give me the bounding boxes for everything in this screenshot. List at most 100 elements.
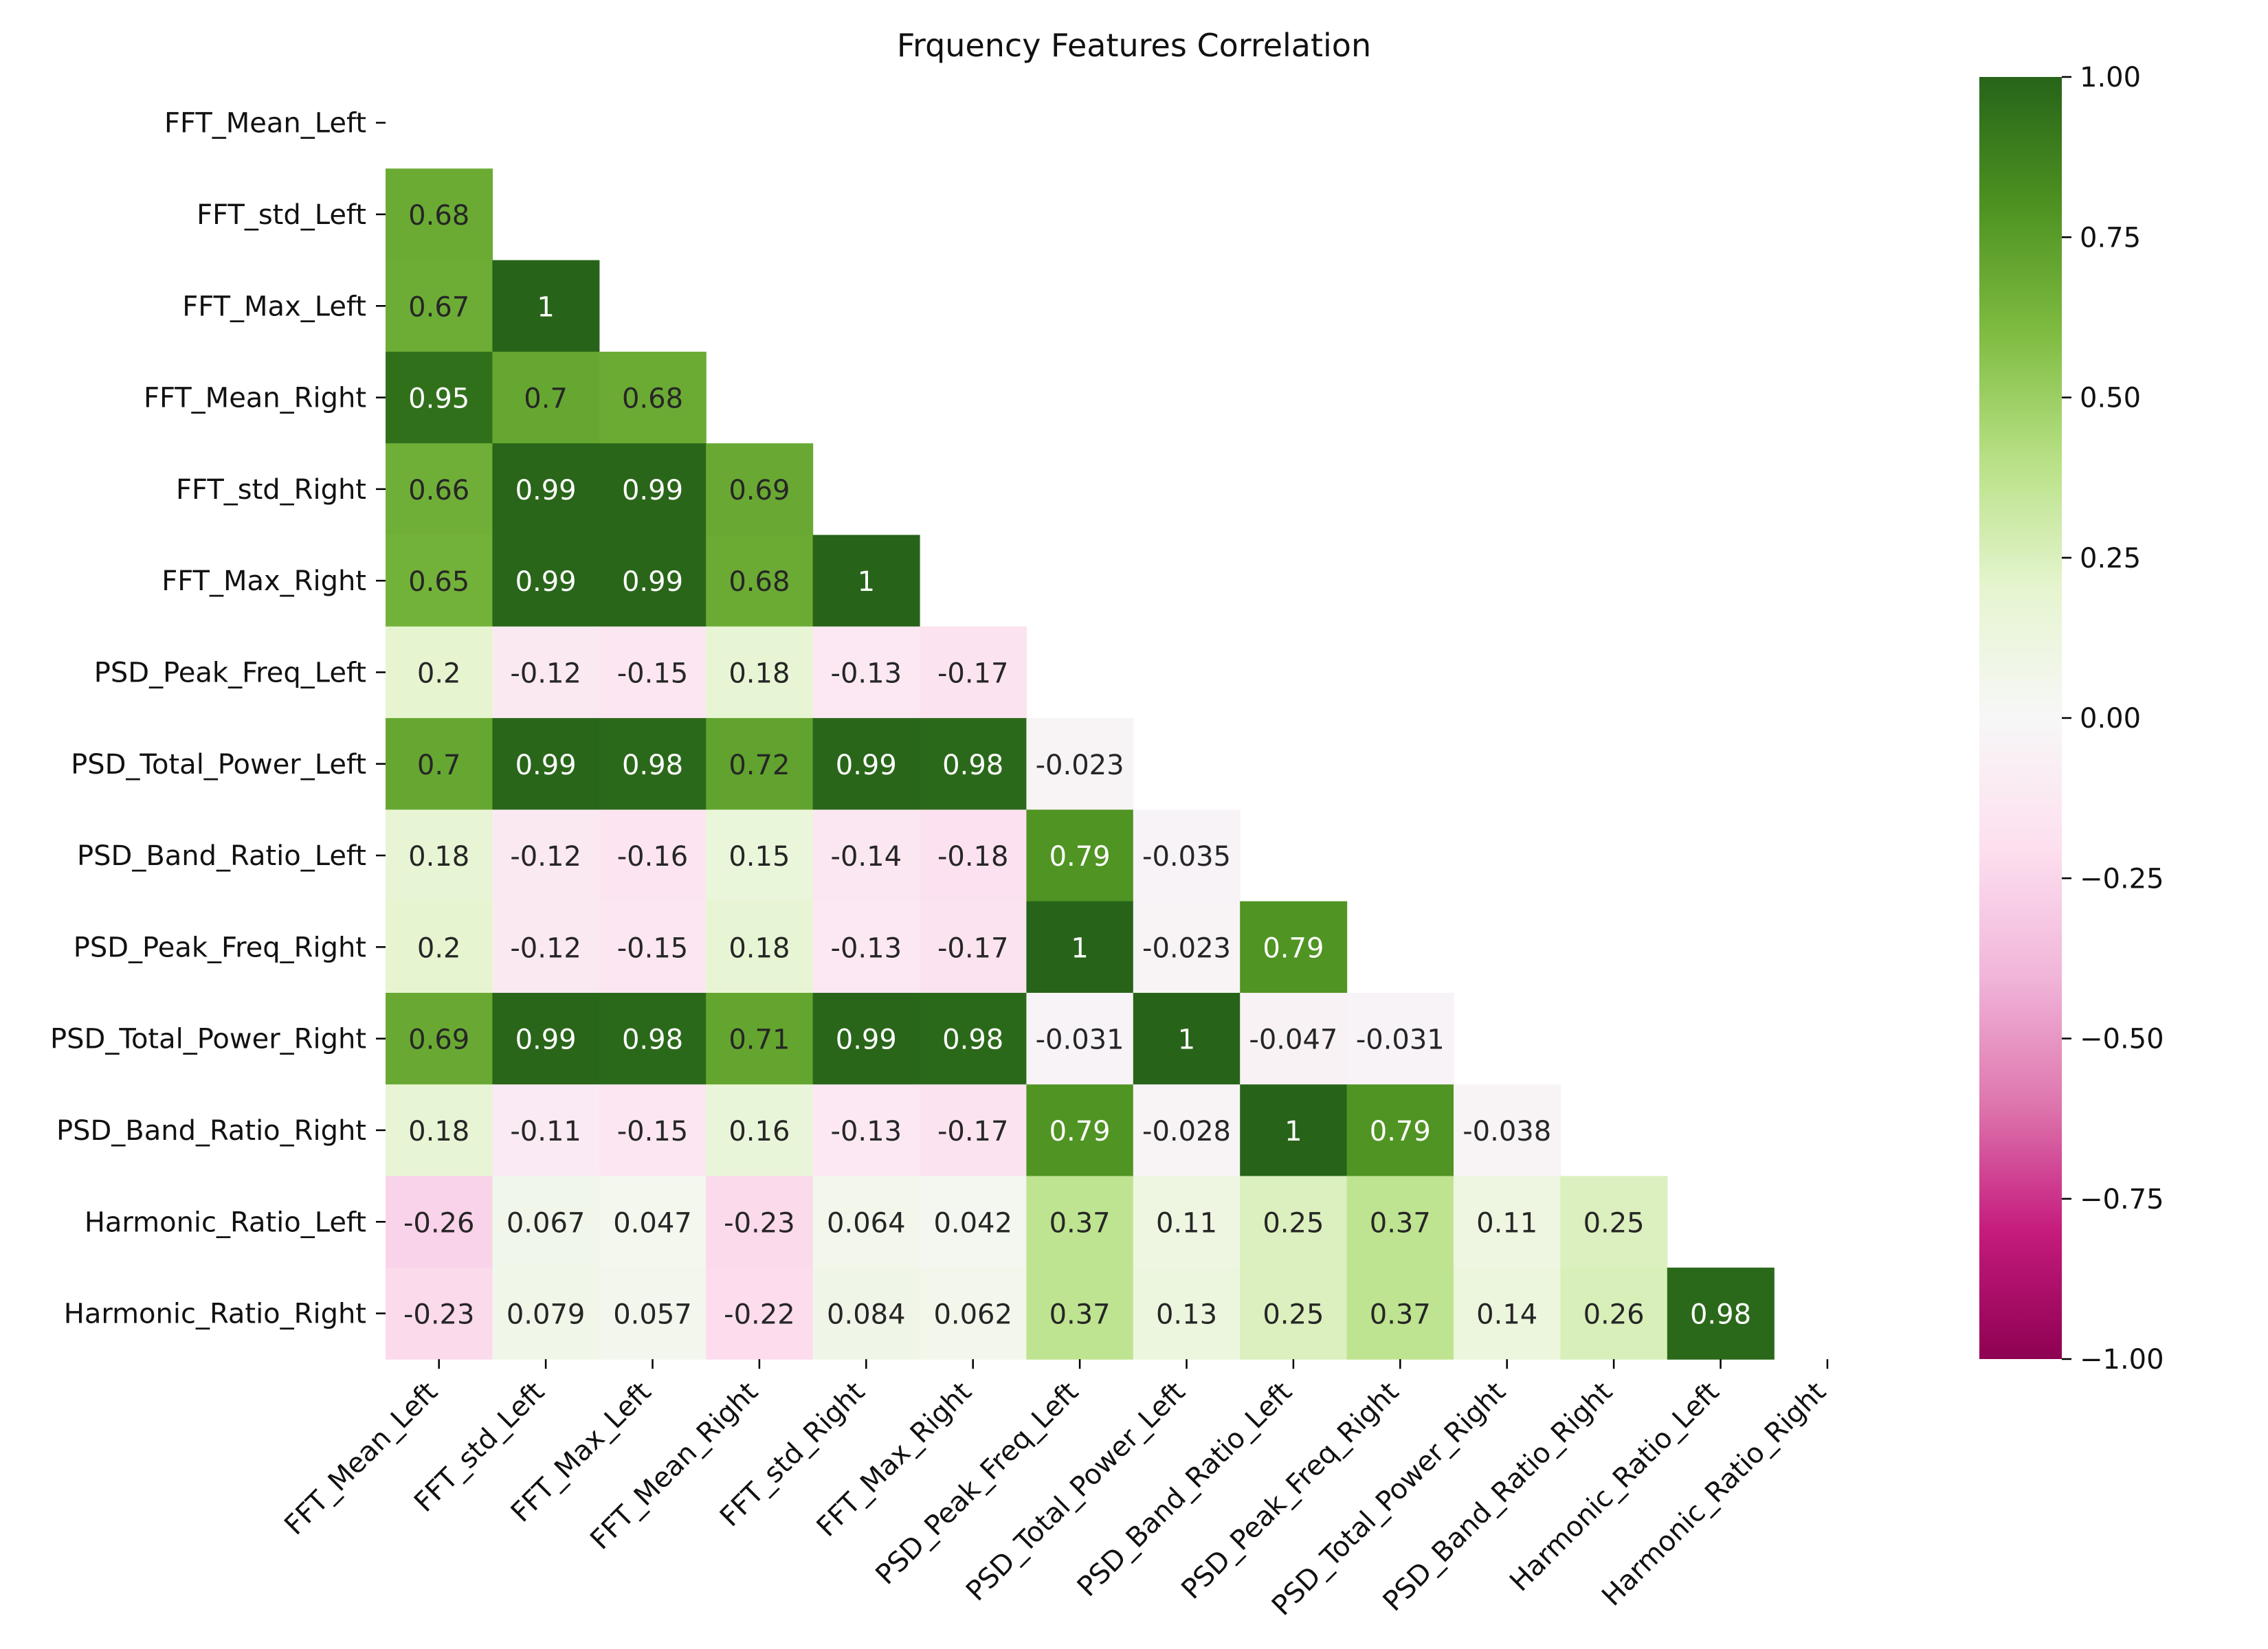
colorbar-tick-label: 0.50: [2080, 383, 2141, 414]
cell-value-label: 0.25: [1263, 1207, 1324, 1239]
cell-value-label: -0.22: [724, 1299, 795, 1331]
heatmap-cell: [599, 626, 707, 719]
heatmap-cell: [920, 626, 1027, 719]
cell-value-label: 0.98: [622, 750, 683, 781]
x-tick-label: PSD_Total_Power_Left: [960, 1376, 1192, 1608]
cell-value-label: 0.11: [1156, 1207, 1217, 1239]
cell-value-label: 0.65: [408, 566, 469, 598]
cell-value-label: 0.71: [729, 1024, 790, 1056]
heatmap-cell: [1454, 1176, 1561, 1268]
cell-value-label: 0.14: [1476, 1299, 1537, 1331]
heatmap-cell: [1133, 809, 1241, 902]
x-tick-label: PSD_Peak_Freq_Right: [1175, 1376, 1405, 1606]
heatmap-cell: [386, 351, 493, 444]
heatmap-cell: [812, 993, 920, 1085]
cell-value-label: -0.13: [831, 1116, 902, 1147]
cell-value-label: 0.18: [408, 841, 469, 873]
heatmap-cell: [599, 901, 707, 994]
colorbar: 1.00 0.75 0.50 0.25 0.00 −0.25 −0.50 −0.75 −1.00: [1979, 62, 2164, 1376]
heatmap-cell: [812, 718, 920, 810]
heatmap-cell: [1346, 1176, 1454, 1268]
heatmap-cell: [386, 809, 493, 902]
cell-value-label: -0.16: [617, 841, 689, 873]
cell-value-label: -0.031: [1356, 1024, 1445, 1056]
heatmap-cell: [706, 993, 814, 1085]
cell-value-label: 0.66: [408, 475, 469, 506]
y-tick-label: PSD_Band_Ratio_Left: [77, 840, 366, 872]
cell-value-label: 1: [537, 291, 554, 323]
cell-value-label: 0.95: [408, 383, 469, 415]
y-tick-label: FFT_Max_Left: [182, 291, 366, 322]
heatmap-cell: [706, 901, 814, 994]
cell-value-label: 0.37: [1370, 1299, 1431, 1331]
cell-value-label: -0.17: [937, 658, 1009, 689]
heatmap-cell: [492, 993, 600, 1085]
cell-value-label: 0.69: [729, 475, 790, 506]
heatmap-cell: [386, 1176, 493, 1268]
heatmap-cell: [386, 168, 493, 261]
heatmap-cell: [706, 626, 814, 719]
cell-value-label: 0.79: [1370, 1116, 1431, 1147]
heatmap-cell: [386, 626, 493, 719]
heatmap-cell: [1026, 718, 1134, 810]
cell-value-label: 0.68: [622, 383, 683, 415]
heatmap-cell: [812, 1176, 920, 1268]
heatmap-cell: [812, 1084, 920, 1177]
cell-value-label: 0.99: [515, 750, 577, 781]
heatmap-cell: [920, 718, 1027, 810]
cell-value-label: 0.2: [417, 658, 461, 689]
y-tick-label: FFT_Max_Right: [162, 565, 366, 597]
cell-value-label: 0.67: [408, 291, 469, 323]
cell-value-label: 0.99: [836, 750, 897, 781]
cell-value-label: 0.26: [1583, 1299, 1645, 1331]
heatmap-cell: [599, 718, 707, 810]
cell-value-label: 0.067: [507, 1207, 586, 1239]
heatmap-cell: [1240, 901, 1348, 994]
y-tick-label: FFT_Mean_Right: [144, 383, 366, 414]
heatmap-cell: [706, 1084, 814, 1177]
heatmap-cell: [492, 1176, 600, 1268]
cell-value-label: 0.057: [613, 1299, 692, 1331]
heatmap-cell: [706, 443, 814, 536]
heatmap-cell: [386, 535, 493, 627]
x-tick-label: FFT_Mean_Left: [278, 1376, 443, 1541]
heatmap-cell: [1026, 901, 1134, 994]
heatmap-cell: [492, 1084, 600, 1177]
heatmap-cell: [492, 351, 600, 444]
cell-value-label: -0.035: [1142, 841, 1231, 873]
heatmap-cell: [386, 1084, 493, 1177]
cell-value-label: 0.18: [729, 658, 790, 689]
cell-value-label: 0.99: [836, 1024, 897, 1056]
colorbar-tick-label: 0.00: [2080, 703, 2141, 734]
heatmap-cell: [1454, 1267, 1561, 1360]
cell-value-label: 0.68: [408, 200, 469, 232]
heatmap-cell: [1133, 1084, 1241, 1177]
chart-title: Frquency Features Correlation: [897, 27, 1371, 64]
cell-value-label: 0.99: [622, 566, 683, 598]
cell-value-label: -0.047: [1249, 1024, 1337, 1056]
x-tick-label: Harmonic_Ratio_Left: [1504, 1376, 1726, 1598]
cell-value-label: -0.26: [403, 1207, 475, 1239]
heatmap-cell: [812, 901, 920, 994]
y-tick-label: Harmonic_Ratio_Right: [64, 1299, 366, 1330]
cell-value-label: 0.084: [827, 1299, 906, 1331]
cell-value-label: 0.99: [515, 566, 577, 598]
heatmap-cell-labels: 0.68 0.67 1 0.95 0.7 0.68 0.66 0.99 0.99 0.69 0.65…: [403, 200, 1751, 1331]
heatmap-cell: [1667, 1267, 1775, 1360]
cell-value-label: -0.028: [1142, 1116, 1231, 1147]
y-tick-label: FFT_std_Right: [176, 474, 366, 506]
cell-value-label: 0.25: [1263, 1299, 1324, 1331]
heatmap-cell: [386, 260, 493, 352]
y-tick-label: Harmonic_Ratio_Left: [85, 1207, 366, 1238]
x-tick-label: PSD_Peak_Freq_Left: [869, 1376, 1085, 1591]
heatmap-cell: [1133, 901, 1241, 994]
cell-value-label: -0.12: [510, 841, 581, 873]
heatmap-cell: [812, 809, 920, 902]
cell-value-label: 1: [1285, 1116, 1302, 1147]
heatmap-cell: [1240, 993, 1348, 1085]
heatmap-cell: [706, 535, 814, 627]
cell-value-label: -0.13: [831, 932, 902, 964]
cell-value-label: 0.37: [1049, 1207, 1111, 1239]
heatmap-cell: [599, 535, 707, 627]
cell-value-label: 0.79: [1263, 932, 1324, 964]
